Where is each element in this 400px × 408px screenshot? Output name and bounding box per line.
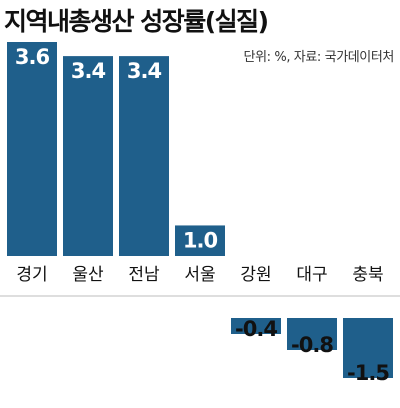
- category-label-7: 충북: [352, 265, 383, 285]
- value-label: 1.0: [183, 228, 218, 252]
- bar: [119, 56, 169, 256]
- chart-title: 지역내총생산 성장률(실질): [4, 7, 269, 36]
- value-label: 3.4: [71, 59, 106, 83]
- category-label-5: 강원: [240, 265, 271, 285]
- bar: [343, 318, 393, 378]
- category-label-1: 경기: [16, 265, 47, 285]
- category-label-3: 전남: [128, 265, 160, 285]
- category-label-2: 울산: [72, 265, 104, 285]
- value-label: 3.6: [15, 45, 50, 69]
- unit-source-note: 단위: %, 자료: 국가데이터처: [243, 50, 395, 65]
- bar: [7, 42, 57, 256]
- value-label: -1.5: [347, 361, 389, 385]
- bar: [63, 56, 113, 256]
- category-label-4: 서울: [184, 265, 215, 285]
- bar: [287, 318, 337, 350]
- category-label-6: 대구: [296, 265, 327, 285]
- bar: [231, 318, 281, 334]
- bar: [175, 225, 225, 256]
- value-label: -0.4: [235, 317, 277, 341]
- value-label: -0.8: [291, 333, 333, 357]
- value-label: 3.4: [127, 59, 162, 83]
